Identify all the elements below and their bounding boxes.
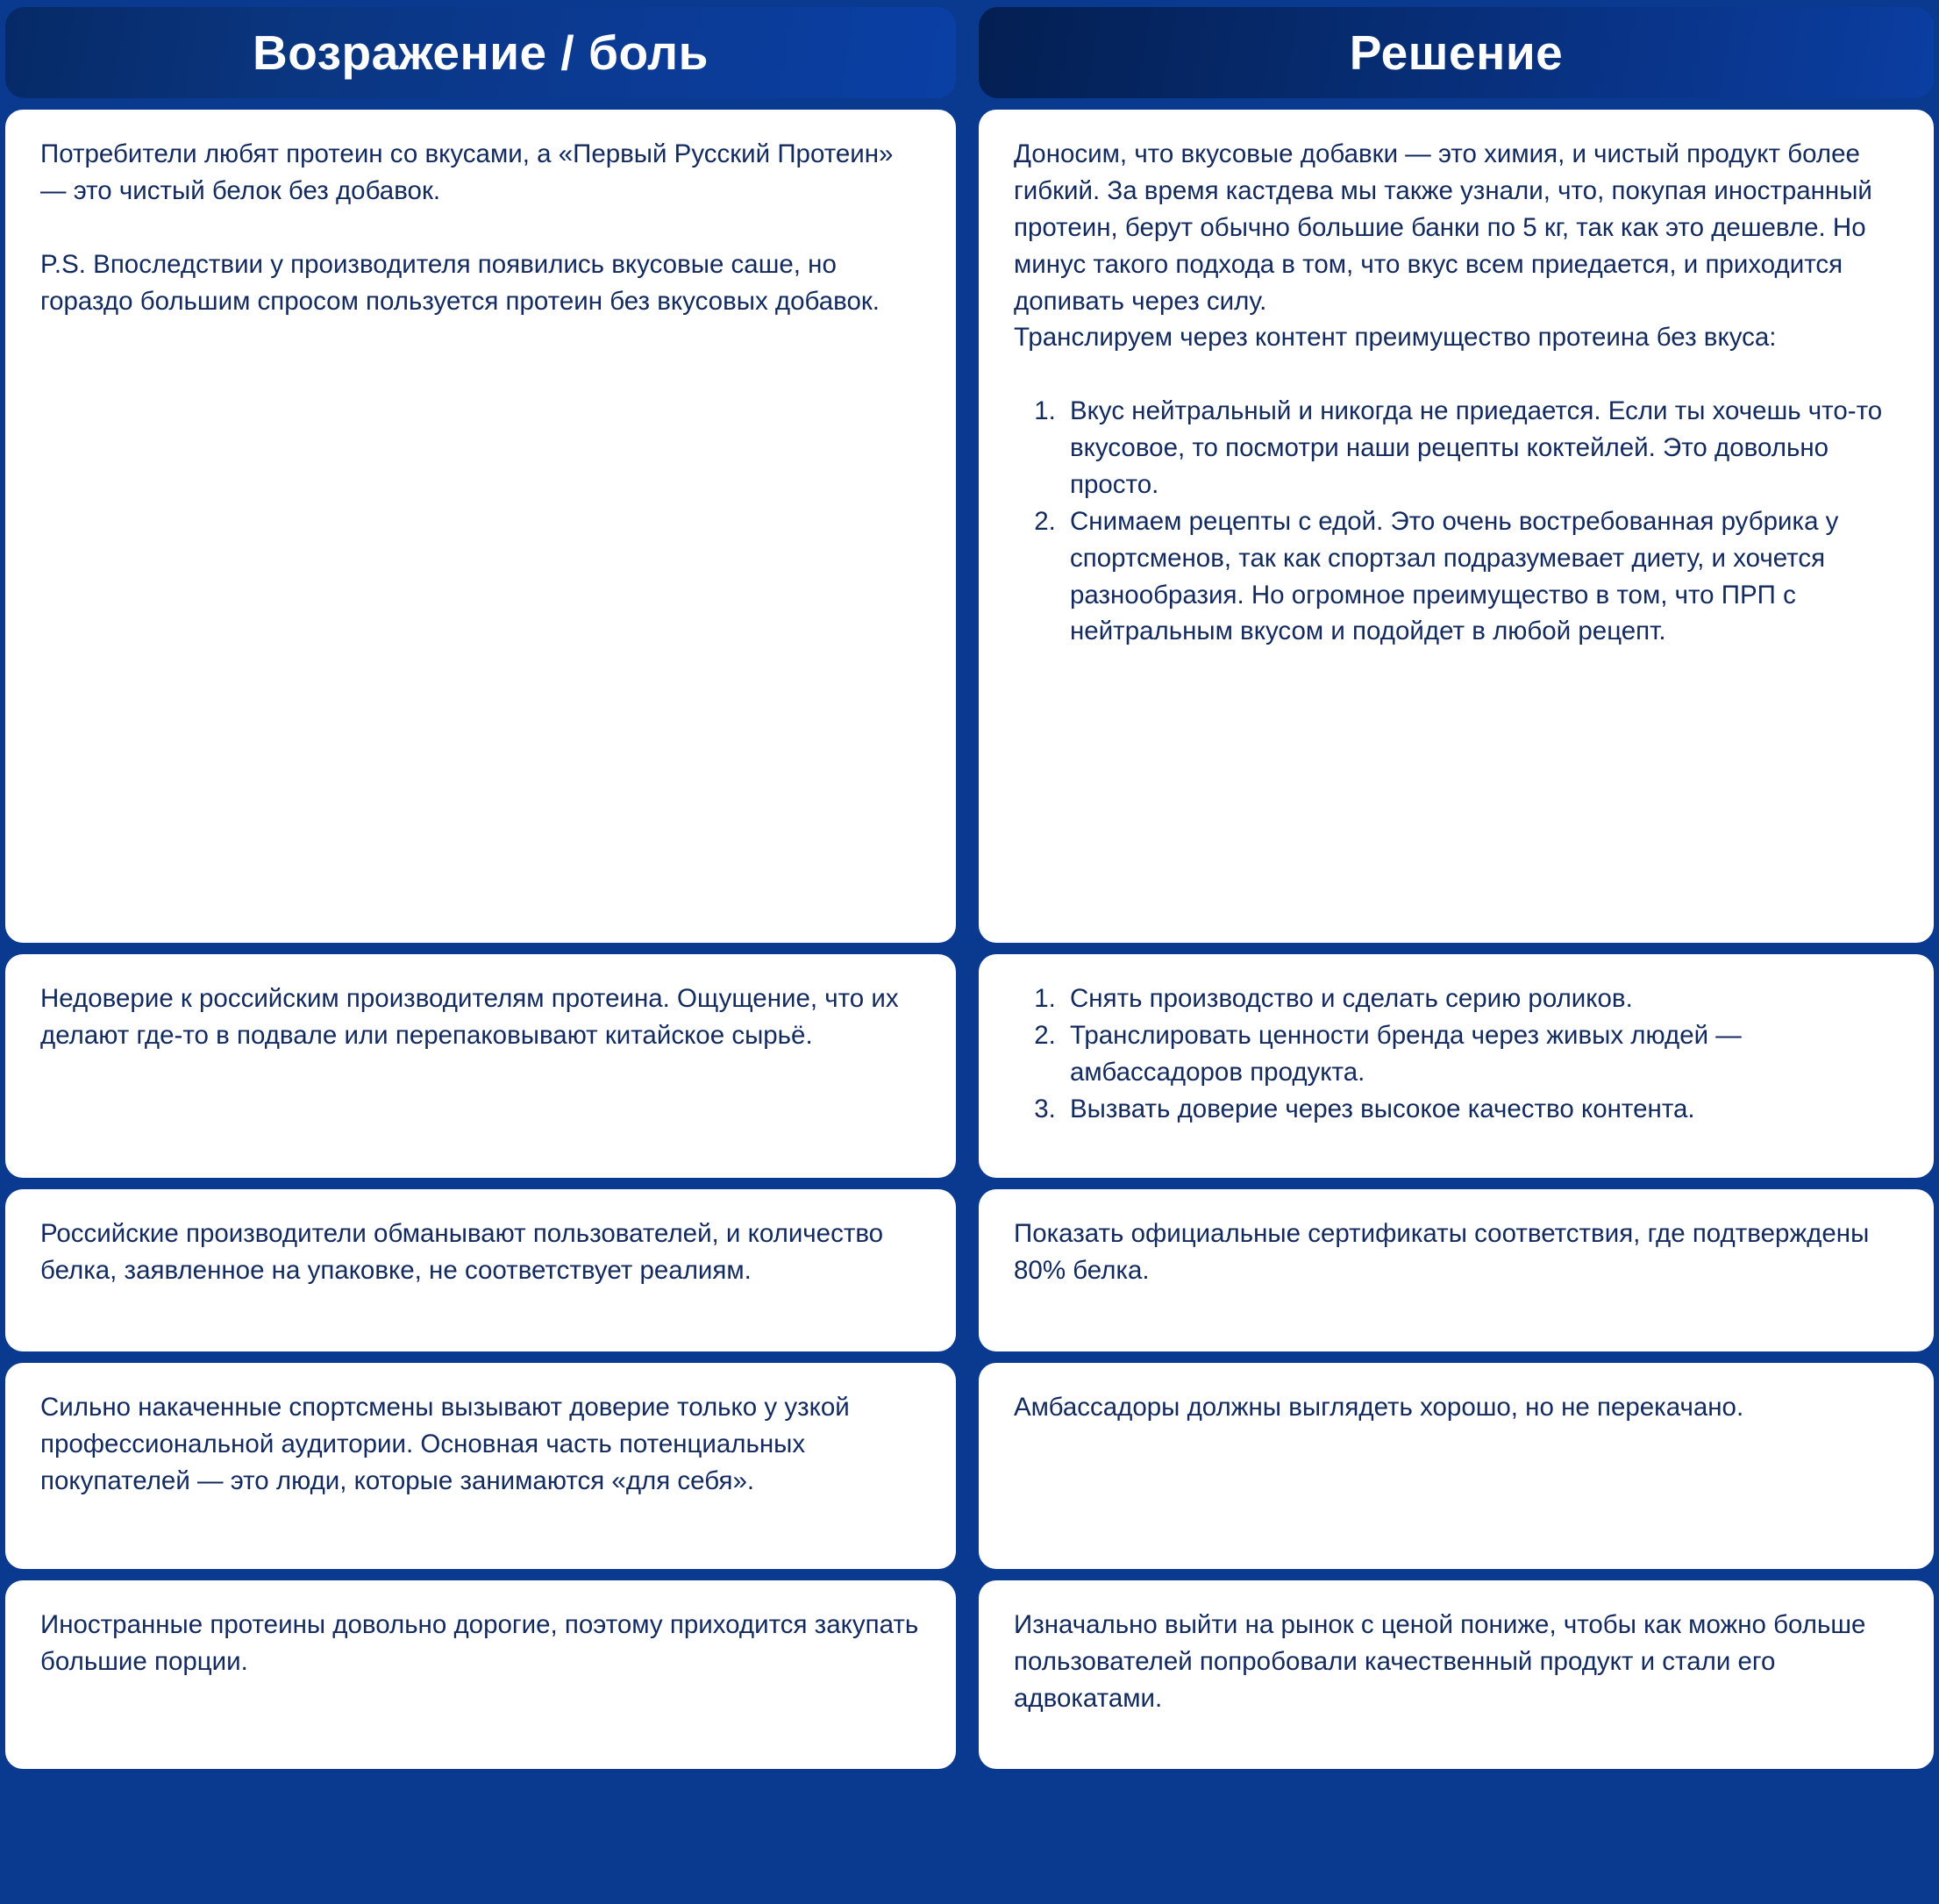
solution-cell: Амбассадоры должны выглядеть хорошо, но … — [979, 1363, 1934, 1569]
table-row: Иностранные протеины довольно дорогие, п… — [5, 1580, 1934, 1769]
solution-cell: Доносим, что вкусовые добавки — это хими… — [979, 110, 1934, 943]
table-row: Потребители любят протеин со вкусами, а … — [5, 110, 1934, 943]
objection-paragraph: Российские производители обманывают поль… — [40, 1219, 884, 1285]
objection-paragraph: Сильно накаченные спортсмены вызывают до… — [40, 1393, 850, 1495]
table-body: Потребители любят протеин со вкусами, а … — [0, 98, 1939, 1904]
objection-cell: Российские производители обманывают поль… — [5, 1189, 956, 1351]
solution-cell: Снять производство и сделать серию ролик… — [979, 954, 1934, 1178]
solution-paragraph: Транслируем через контент преимущество п… — [1014, 323, 1777, 353]
solution-list: Вкус нейтральный и никогда не приедается… — [1014, 393, 1899, 650]
list-item: Снимаем рецепты с едой. Это очень востре… — [1063, 503, 1899, 651]
table-header-row: Возражение / боль Решение — [0, 0, 1939, 98]
list-item: Вызвать доверие через высокое качество к… — [1063, 1091, 1899, 1128]
objection-paragraph: P.S. Впоследствии у производителя появил… — [40, 249, 880, 316]
solution-cell: Изначально выйти на рынок с ценой пониже… — [979, 1580, 1934, 1769]
header-cell-objection: Возражение / боль — [5, 7, 956, 98]
solution-list: Снять производство и сделать серию ролик… — [1014, 981, 1899, 1128]
objection-cell: Недоверие к российским производителям пр… — [5, 954, 956, 1178]
header-cell-solution: Решение — [979, 7, 1934, 98]
list-item: Снять производство и сделать серию ролик… — [1063, 981, 1899, 1017]
list-item: Транслировать ценности бренда через живы… — [1063, 1017, 1899, 1091]
solution-paragraph: Изначально выйти на рынок с ценой пониже… — [1014, 1610, 1866, 1713]
table-row: Сильно накаченные спортсмены вызывают до… — [5, 1363, 1934, 1569]
table-row: Недоверие к российским производителям пр… — [5, 954, 1934, 1178]
list-item: Вкус нейтральный и никогда не приедается… — [1063, 393, 1899, 503]
solution-paragraph: Доносим, что вкусовые добавки — это хими… — [1014, 139, 1872, 316]
objection-paragraph: Иностранные протеины довольно дорогие, п… — [40, 1610, 919, 1676]
header-title-objection: Возражение / боль — [253, 25, 709, 80]
header-title-solution: Решение — [1349, 25, 1564, 80]
solution-paragraph: Показать официальные сертификаты соответ… — [1014, 1219, 1870, 1285]
objection-cell: Потребители любят протеин со вкусами, а … — [5, 110, 956, 943]
solution-paragraph: Амбассадоры должны выглядеть хорошо, но … — [1014, 1393, 1744, 1422]
solution-cell: Показать официальные сертификаты соответ… — [979, 1189, 1934, 1351]
objection-cell: Иностранные протеины довольно дорогие, п… — [5, 1580, 956, 1769]
objection-cell: Сильно накаченные спортсмены вызывают до… — [5, 1363, 956, 1569]
objection-paragraph: Потребители любят протеин со вкусами, а … — [40, 139, 894, 205]
objection-paragraph: Недоверие к российским производителям пр… — [40, 984, 899, 1050]
table-row: Российские производители обманывают поль… — [5, 1189, 1934, 1351]
